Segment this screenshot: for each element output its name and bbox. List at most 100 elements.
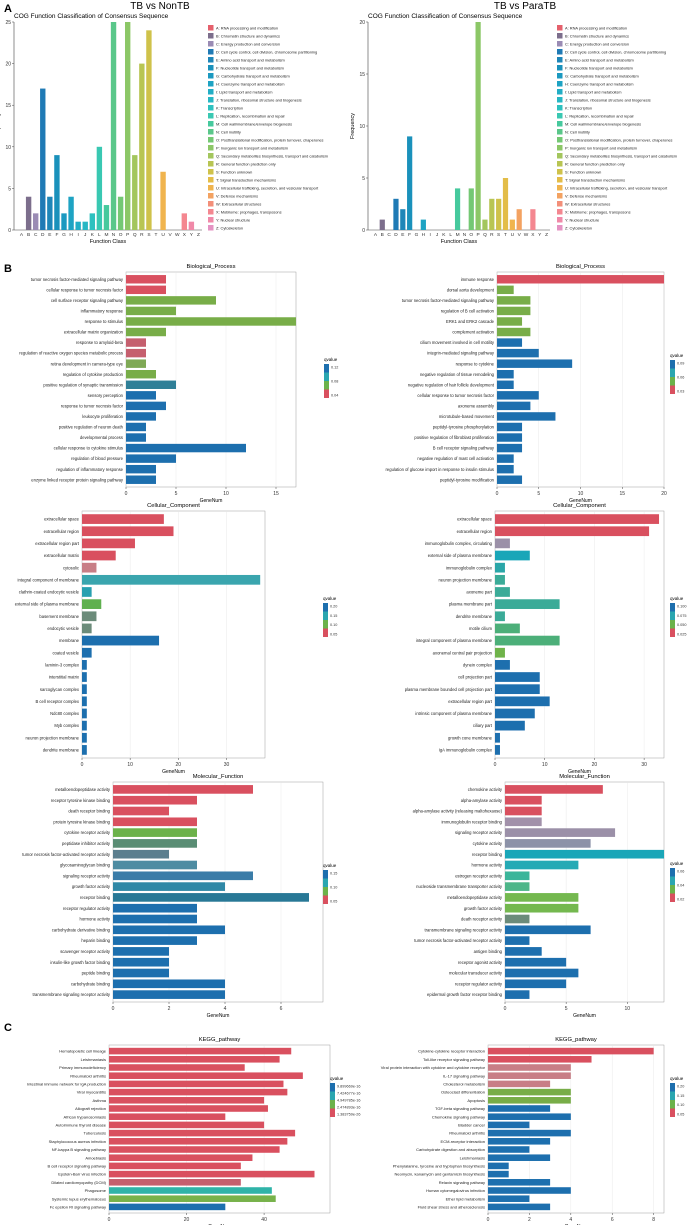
bar [109,1097,265,1104]
category-label: Amoebiasis [85,1155,106,1160]
bar [497,296,531,305]
legend-title: qvalue [670,596,684,601]
legend-color-step [324,381,329,390]
legend-tick-label: 0.100 [677,605,687,609]
x-tick-label: O [119,232,123,238]
bar [505,806,542,816]
bar [497,285,514,295]
x-tick-label: S [497,232,500,238]
legend-entry: M: Cell wall/membrane/envelope biogenesi… [565,122,641,127]
x-tick-label: L [449,232,452,238]
bar [497,454,514,463]
x-tick-label: 10 [625,1006,631,1012]
x-tick-label: Z [545,232,548,238]
legend-entry: V: Defense mechanisms [565,194,607,199]
x-tick-label: 0 [487,1217,490,1223]
bar [497,433,523,442]
category-label: Allograft rejection [75,1106,106,1111]
bar [113,849,169,859]
category-label: neuron projection membrane [25,735,79,740]
category-label: clathrin-coated endocytic vesicle [19,590,80,595]
legend-swatch [208,169,214,175]
category-label: sensory perception [88,393,124,398]
x-tick-label: Y [538,232,542,238]
bar-O [117,196,124,230]
legend-color-step [330,1091,335,1100]
bar [488,1195,530,1202]
category-label: cytokine activity [473,841,503,846]
category-label: complement activation [452,330,494,335]
bar [113,925,225,935]
legend-entry: S: Function unknown [565,170,601,175]
x-tick-label: P [126,232,129,238]
bar [505,828,616,837]
bar [497,327,531,337]
legend-color-step [323,870,328,879]
legend-entry: Y: Nuclear structure [565,218,599,223]
bar-S [496,198,502,230]
bar [113,968,169,978]
chart-title: Cellular_Component [147,503,200,509]
category-label: response to amyloid-beta [76,340,124,345]
x-tick-label: T [155,232,158,238]
bar [113,817,197,827]
x-tick-label: K [442,232,446,238]
bar [109,1080,284,1088]
legend-entry: F: Nucleotide transport and metabolism [216,66,284,71]
bar [495,538,510,549]
bar [82,684,87,695]
legend-color-step [670,360,675,369]
bar-I [75,221,81,230]
legend-tick-label: 0.05 [330,633,337,637]
bar [495,684,540,695]
y-axis-title: Frequency [350,113,356,139]
legend-swatch [208,217,214,223]
category-label: extracellular region [44,529,80,534]
x-tick-label: N [112,232,116,238]
bar-N [110,22,117,230]
bar [82,550,116,561]
x-tick-label: A [20,232,24,238]
y-tick-label: 0 [362,228,365,234]
bar-L [96,146,103,230]
chart-title: KEGG_pathway [555,1037,597,1043]
category-label: insulin-like growth factor binding [50,960,110,965]
category-label: Bladder cancer [458,1123,486,1128]
category-label: regulation of blood pressure [71,456,124,461]
category-label: positive regulation of fibroblast prolif… [414,435,494,440]
category-label: B cell receptor complex [35,699,79,704]
legend-entry: X: Mobilome: prophages, transposons [216,210,282,215]
bar [109,1072,303,1079]
category-label: extracellular region part [448,699,493,704]
bar [495,745,500,755]
x-tick-label: V [169,232,173,238]
bar [82,660,87,670]
category-label: B cell receptor signaling pathway [433,446,495,451]
category-label: signaling receptor activity [455,830,503,835]
x-tick-label: 0 [108,1217,111,1223]
y-tick-label: 20 [359,20,365,26]
x-tick-label: 0 [504,1006,507,1012]
legend-entry: H: Coenzyme transport and metabolism [216,82,285,87]
category-label: peptidyl-tyrosine phosphorylation [433,425,495,430]
category-label: receptor binding [80,895,111,900]
kegg_right-chart: KEGG_pathway02468GeneNumCytokine-cytokin… [381,1037,685,1225]
category-label: endocytic vesicle [47,626,79,631]
legend-color-step [670,603,675,612]
bar [505,957,567,967]
category-label: Ndc80 complex [50,711,80,716]
category-label: response to cytokine [456,361,495,366]
category-label: response to stimulus [85,319,123,324]
bar-E [400,209,406,230]
category-label: receptor agonist activity [458,960,503,965]
legend-swatch [208,225,214,231]
bar [488,1072,571,1079]
legend-swatch [557,145,563,151]
bar [488,1162,509,1170]
bar [495,672,540,682]
legend-swatch [557,113,563,119]
category-label: signaling receptor activity [63,873,111,878]
legend-swatch [208,113,214,119]
bar [497,412,556,421]
bar [505,990,530,999]
